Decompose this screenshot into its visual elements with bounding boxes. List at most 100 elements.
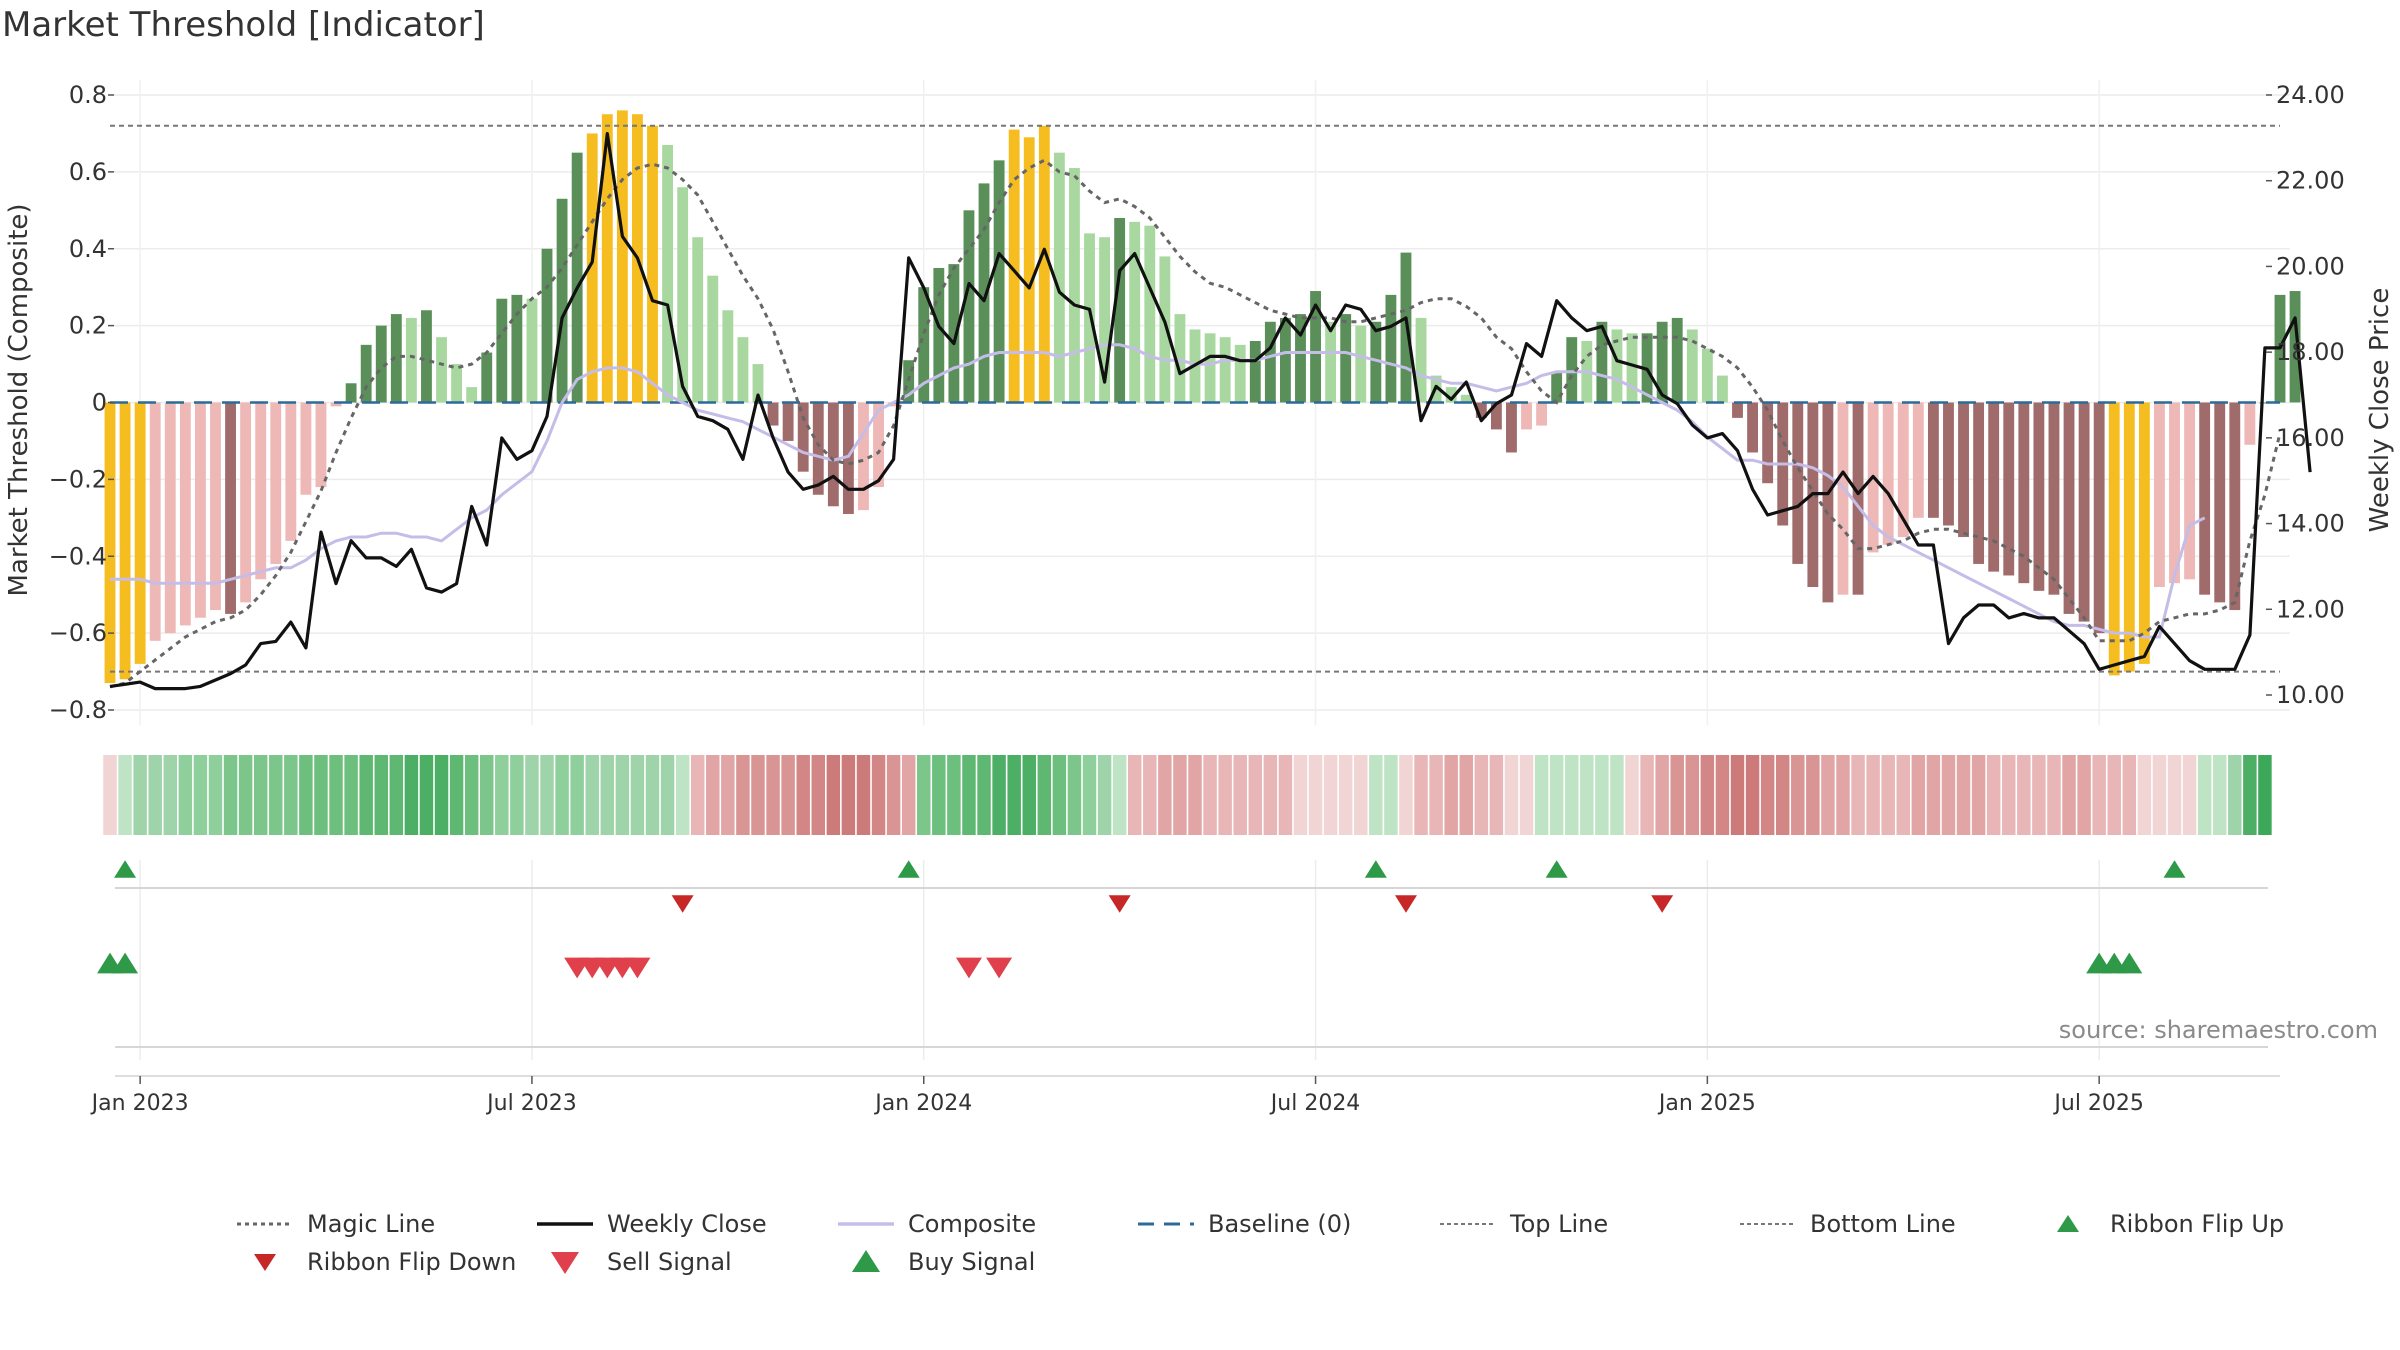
ribbon-cell bbox=[1851, 755, 1865, 835]
ribbon-cell bbox=[1595, 755, 1609, 835]
composite-bar bbox=[270, 402, 282, 564]
ribbon-cell bbox=[2092, 755, 2106, 835]
legend-item: Ribbon Flip Up bbox=[2057, 1210, 2284, 1238]
x-tick-label: Jul 2023 bbox=[485, 1091, 577, 1116]
composite-bar bbox=[225, 402, 236, 614]
ribbon-cell bbox=[1188, 755, 1202, 835]
y-tick-left-label: −0.4 bbox=[49, 542, 107, 570]
ribbon-cell bbox=[238, 755, 253, 835]
ribbon-cell bbox=[1836, 755, 1850, 835]
composite-bar bbox=[240, 402, 252, 603]
composite-bar bbox=[1325, 321, 1337, 403]
ribbon-cell bbox=[1429, 755, 1443, 835]
legend-swatch-sell bbox=[551, 1252, 579, 1274]
ribbon-cell bbox=[329, 755, 343, 835]
composite-bar bbox=[677, 187, 689, 403]
y-tick-left-label: 0 bbox=[92, 389, 107, 417]
legend-label: Ribbon Flip Down bbox=[307, 1248, 516, 1276]
composite-bar bbox=[1053, 152, 1065, 403]
composite-bars bbox=[104, 110, 2301, 684]
ribbon-cell bbox=[1354, 755, 1368, 835]
ribbon-cell bbox=[2228, 755, 2242, 835]
ribbon-cell bbox=[525, 755, 539, 835]
ribbon-cell bbox=[2197, 755, 2212, 835]
legend-label: Weekly Close bbox=[607, 1210, 767, 1238]
ribbon-cell bbox=[856, 755, 871, 835]
composite-bar bbox=[1596, 321, 1608, 403]
composite-bar bbox=[722, 310, 734, 403]
ribbon-cell bbox=[2152, 755, 2167, 835]
composite-bar bbox=[1249, 341, 1261, 403]
ribbon-cell bbox=[1881, 755, 1895, 835]
ribbon-cell bbox=[886, 755, 901, 835]
ribbon-cell bbox=[1504, 755, 1519, 835]
composite-line bbox=[110, 343, 2206, 639]
composite-bar bbox=[1551, 371, 1563, 403]
legend-label: Sell Signal bbox=[607, 1248, 732, 1276]
composite-bar bbox=[963, 210, 975, 403]
ribbon-cell bbox=[1158, 755, 1172, 835]
composite-bar bbox=[586, 133, 598, 403]
ribbon-cell bbox=[208, 755, 223, 835]
sell-signal-marker bbox=[986, 957, 1013, 979]
composite-bar bbox=[1747, 402, 1758, 453]
composite-bar bbox=[405, 317, 417, 403]
ribbon-flip-down-marker bbox=[1108, 895, 1131, 913]
composite-bar bbox=[1038, 125, 1050, 403]
composite-bar bbox=[707, 275, 719, 403]
ribbon-cell bbox=[766, 755, 780, 835]
buy-signal-marker bbox=[112, 952, 139, 974]
legend-label: Ribbon Flip Up bbox=[2110, 1210, 2284, 1238]
ribbon-cell bbox=[1625, 755, 1639, 835]
composite-bar bbox=[827, 402, 839, 507]
ribbon-cell bbox=[932, 755, 946, 835]
ribbon-cell bbox=[660, 755, 675, 835]
composite-bar bbox=[888, 402, 900, 407]
composite-bar bbox=[1385, 294, 1397, 403]
composite-bar bbox=[2154, 402, 2165, 587]
ribbon-cell bbox=[163, 755, 178, 835]
composite-bar bbox=[330, 402, 342, 407]
ribbon-cell bbox=[1308, 755, 1323, 835]
x-tick-label: Jan 2025 bbox=[1657, 1091, 1756, 1116]
ribbon-cell bbox=[2243, 755, 2257, 835]
composite-bar bbox=[315, 402, 327, 488]
legend-label: Bottom Line bbox=[1810, 1210, 1956, 1238]
ribbon-cell bbox=[1534, 755, 1549, 835]
composite-bar bbox=[210, 402, 221, 611]
composite-bar bbox=[1234, 344, 1246, 403]
ribbon-cell bbox=[1745, 755, 1760, 835]
composite-bar bbox=[1204, 333, 1216, 403]
ribbon-cell bbox=[1052, 755, 1067, 835]
composite-bar bbox=[526, 298, 538, 403]
legend-item: Weekly Close bbox=[537, 1210, 767, 1238]
composite-bar bbox=[2003, 402, 2015, 576]
y-tick-right-label: 24.00 bbox=[2276, 81, 2345, 109]
composite-bar bbox=[1958, 402, 1969, 538]
ribbon-cell bbox=[1384, 755, 1398, 835]
ribbon-cell bbox=[2212, 755, 2227, 835]
ribbon-cell bbox=[2137, 755, 2152, 835]
ribbon-cell bbox=[404, 755, 419, 835]
ribbon-cell bbox=[992, 755, 1006, 835]
y-tick-left-label: 0.6 bbox=[69, 158, 107, 186]
composite-bar bbox=[1340, 314, 1352, 403]
x-tick-label: Jul 2025 bbox=[2052, 1091, 2144, 1116]
ribbon-cell bbox=[284, 755, 298, 835]
y-tick-right-label: 12.00 bbox=[2276, 595, 2345, 623]
composite-bar bbox=[1536, 402, 1548, 426]
legend-swatch-flip-up bbox=[2057, 1215, 2079, 1232]
composite-bar bbox=[1084, 233, 1095, 403]
composite-bar bbox=[194, 402, 206, 618]
composite-bar bbox=[1355, 325, 1367, 403]
ribbon-cell bbox=[1112, 755, 1127, 835]
composite-bar bbox=[1943, 402, 1954, 526]
ribbon-cell bbox=[962, 755, 976, 835]
composite-bar bbox=[1927, 402, 1939, 518]
composite-bar bbox=[1370, 321, 1382, 403]
ribbon-cell bbox=[269, 755, 283, 835]
ribbon-cell bbox=[1821, 755, 1835, 835]
composite-bar bbox=[2123, 402, 2135, 672]
ribbon-cell bbox=[449, 755, 464, 835]
ribbon-cell bbox=[1941, 755, 1956, 835]
